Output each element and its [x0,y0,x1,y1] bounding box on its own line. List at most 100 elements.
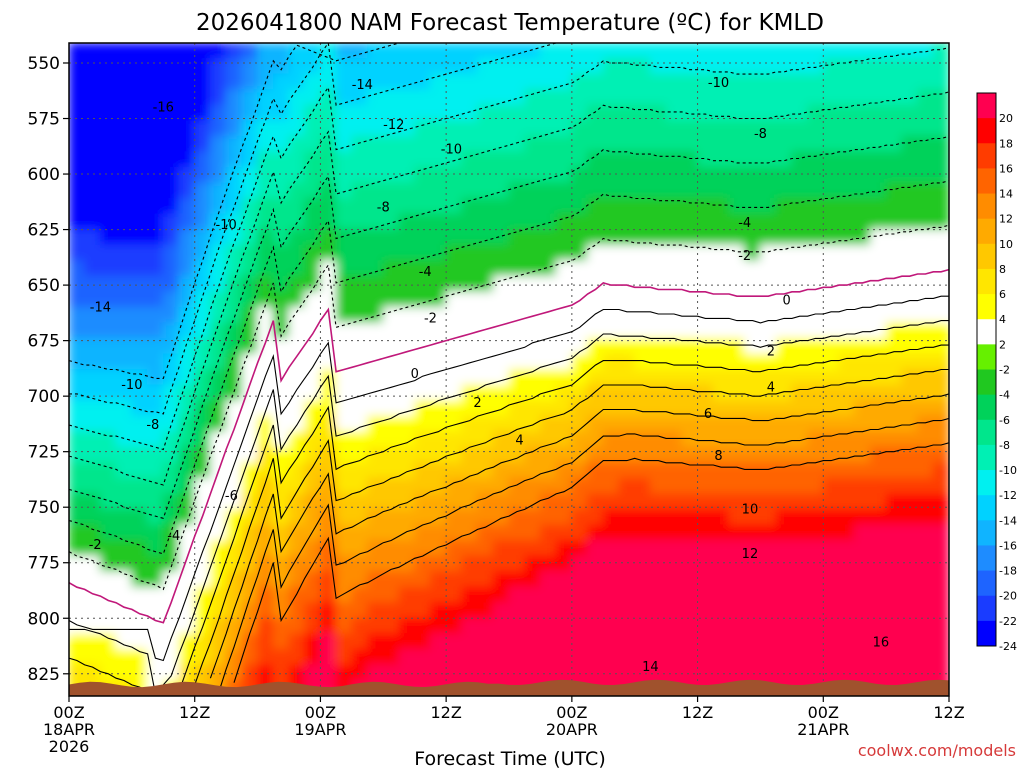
field-cell [351,493,369,510]
field-cell [492,353,510,370]
field-cell [319,291,337,308]
field-cell [382,43,400,60]
field-cell [131,322,149,339]
field-cell [917,244,934,262]
field-cell [728,602,746,619]
field-cell [398,446,416,464]
field-cell [587,306,604,324]
field-cell [272,400,290,417]
temperature-contour [69,46,949,451]
field-cell [147,586,164,604]
field-cell [461,166,479,184]
field-cell [901,89,919,106]
field-cell [288,197,306,215]
field-cell [539,353,557,370]
field-cell [194,43,211,60]
field-cell [649,166,667,184]
field-cell [84,602,101,619]
field-cell [602,275,620,293]
field-cell [272,58,290,75]
field-cell [712,462,730,479]
field-cell [99,260,117,277]
contour-label: -10 [441,143,462,158]
field-cell [917,664,934,681]
field-cell [555,369,573,386]
field-cell [697,322,714,339]
field-cell [319,229,337,246]
field-cell [335,43,353,60]
field-cell [414,353,431,370]
contour-label: -2 [424,311,437,326]
field-cell [445,384,463,402]
field-cell [681,260,699,277]
field-cell [807,182,824,199]
field-cell [178,477,196,495]
field-cell [367,415,384,433]
field-cell [932,322,949,339]
field-cell [901,540,919,557]
watermark-text: coolwx.com/models [858,741,1016,760]
field-cell [917,555,934,573]
field-cell [84,353,101,370]
colorbar-swatch [977,545,996,572]
field-cell [744,291,761,308]
field-cell [901,384,919,402]
field-cell [759,58,777,75]
x-tick-label: 12Z [933,703,964,722]
field-cell [744,43,761,60]
field-cell [225,275,243,293]
field-cell [697,602,714,619]
field-cell [744,664,761,681]
field-cell [99,275,117,293]
field-cell [351,400,369,417]
field-cell [414,306,431,324]
field-cell [461,571,479,588]
field-cell [319,43,337,60]
field-cell [917,446,934,464]
field-cell [367,493,384,510]
field-cell [508,337,526,355]
field-cell [822,493,840,510]
field-cell [555,58,573,75]
field-cell [901,617,919,635]
field-cell [351,213,369,231]
field-cell [99,493,117,510]
field-cell [194,306,211,324]
field-cell [131,493,149,510]
field-cell [304,617,321,635]
field-cell [115,229,133,246]
field-cell [822,182,840,199]
field-cell [712,73,730,91]
field-cell [869,633,887,650]
field-cell [382,431,400,448]
field-cell [319,602,337,619]
field-cell [225,384,243,402]
temperature-contour [69,224,949,591]
field-cell [209,244,227,262]
field-cell [335,617,353,635]
field-cell [367,602,384,619]
field-cell [225,322,243,339]
field-cell [382,73,400,91]
field-cell [508,477,526,495]
field-cell [492,508,510,526]
field-cell [414,151,431,168]
field-cell [618,58,636,75]
field-cell [257,617,274,635]
colorbar: 2018161412108642-2-4-6-8-10-12-14-16-18-… [976,92,1017,653]
field-cell [492,151,510,168]
field-cell [461,135,479,153]
field-cell [775,306,793,324]
field-cell [241,166,259,184]
field-cell [791,540,809,557]
field-cell [901,73,919,91]
field-cell [147,540,164,557]
field-cell [634,322,651,339]
field-cell [492,166,510,184]
field-cell [854,571,871,588]
field-cell [288,369,306,386]
field-cell [917,648,934,666]
field-cell [791,586,809,604]
colorbar-label: -16 [999,539,1017,552]
field-cell [147,353,164,370]
